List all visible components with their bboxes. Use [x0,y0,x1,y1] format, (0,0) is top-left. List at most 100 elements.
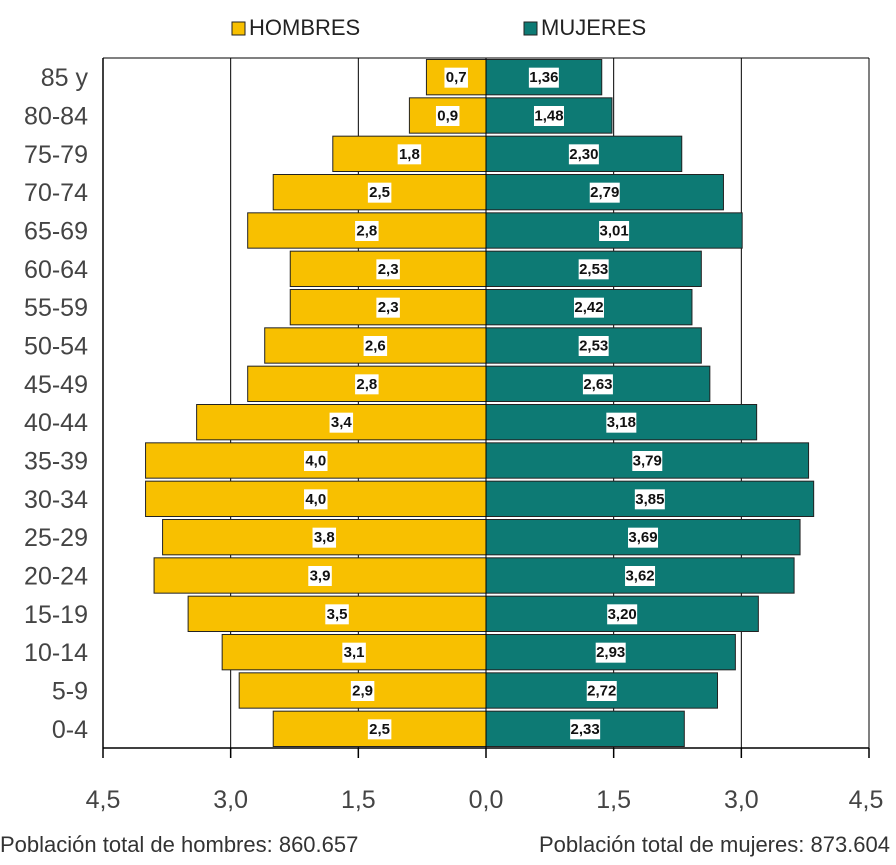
data-label-bg [355,221,379,241]
data-label-mujeres: 2,72 [587,683,616,700]
data-label-mujeres: 3,62 [625,568,654,585]
male-total-footnote: Población total de hombres: 860.657 [0,832,359,857]
data-label-mujeres: 1,48 [534,108,563,125]
category-labels: 85 y 80-84 75-79 70-74 65-69 60-64 55-59 50-54 4… [24,64,88,744]
category-label: 70-74 [24,179,88,207]
data-label-bg [367,182,392,203]
category-label: 25-29 [24,524,88,552]
data-label-mujeres: 2,30 [569,146,598,163]
data-label-bg [308,566,332,586]
data-label-bg [342,642,366,663]
data-label-mujeres: 3,18 [607,414,636,431]
data-label-mujeres: 3,01 [599,223,628,240]
data-label-bg [582,374,613,395]
category-label: 65-69 [24,218,88,246]
data-label-bg [607,604,638,625]
category-label: 0-4 [52,716,88,744]
data-label-bg [586,681,617,701]
category-label: 60-64 [24,256,88,284]
data-label-bg [435,106,460,126]
category-label: 40-44 [24,409,88,437]
data-label-mujeres: 2,53 [579,338,608,355]
data-label-hombres: 0,9 [437,108,458,125]
data-label-hombres: 3,8 [314,529,335,546]
data-label-bg [397,144,422,165]
data-label-mujeres: 2,79 [590,184,619,201]
data-label-mujeres: 3,79 [633,453,662,470]
category-label: 80-84 [24,103,88,131]
data-label-hombres: 2,8 [356,376,377,393]
bars: 0,7 0,9 1,8 2,5 2,8 2,3 2,3 2,6 2,8 3,4 4,0 4,0 3,8 3… [145,59,815,748]
legend-swatch-hombres [231,21,246,36]
data-label-bg [568,144,599,165]
data-label-bg [599,221,630,241]
data-label-bg [304,489,328,510]
category-label: 15-19 [24,601,88,629]
data-label-hombres: 2,5 [369,721,390,738]
data-label-bg [528,67,559,88]
data-label-bg [444,67,468,88]
data-label-bg [578,259,609,280]
data-label-bg [625,566,656,586]
data-label-bg [570,719,601,740]
category-label: 45-49 [24,371,88,399]
data-label-bg [329,412,354,433]
x-tick-label: 3,0 [213,786,248,814]
data-label-bg [595,642,626,663]
data-label-hombres: 4,0 [305,491,326,508]
data-label-bg [573,297,604,318]
data-label-hombres: 3,1 [344,644,365,661]
axes [102,57,870,758]
x-tick-label: 0,0 [469,786,504,814]
data-label-bg [589,182,620,203]
data-label-hombres: 2,5 [369,184,390,201]
bar-mujeres-50-54 [485,327,702,364]
data-label-bg [634,489,665,510]
legend-label-mujeres: MUJERES [541,15,646,40]
gridlines [230,58,742,748]
data-label-mujeres: 1,36 [529,69,558,86]
data-label-mujeres: 2,33 [571,721,600,738]
category-label: 30-34 [24,486,88,514]
data-label-hombres: 0,7 [446,69,467,86]
category-label: 10-14 [24,639,88,667]
data-label-bg [367,719,392,740]
x-tick-label: 1,5 [596,786,631,814]
data-label-hombres: 2,6 [365,338,386,355]
data-label-mujeres: 2,42 [574,299,603,316]
category-label: 75-79 [24,141,88,169]
data-label-bg [312,527,337,548]
data-label-hombres: 2,3 [378,299,399,316]
data-label-hombres: 3,9 [310,568,331,585]
data-label-bg [578,336,609,356]
data-label-hombres: 3,5 [327,606,348,623]
female-total-footnote: Población total de mujeres: 873.604 [538,832,890,857]
data-label-mujeres: 2,93 [596,644,625,661]
data-label-bg [304,451,328,471]
data-label-mujeres: 3,69 [628,529,657,546]
data-label-bg [376,259,400,280]
data-label-hombres: 2,9 [352,683,373,700]
data-label-bg [533,106,564,126]
data-label-hombres: 2,8 [356,223,377,240]
category-label: 35-39 [24,448,88,476]
data-label-mujeres: 3,85 [635,491,664,508]
data-label-hombres: 1,8 [399,146,420,163]
category-label: 20-24 [24,563,88,591]
data-label-bg [376,297,400,318]
legend: HOMBRES MUJERES [231,15,646,40]
data-label-bg [628,527,659,548]
x-tick-label: 1,5 [341,786,376,814]
data-label-bg [606,412,637,433]
category-label: 50-54 [24,333,88,361]
data-label-mujeres: 2,63 [583,376,612,393]
category-label: 5-9 [52,678,88,706]
x-tick-label: 4,5 [86,786,121,814]
data-label-mujeres: 3,20 [608,606,637,623]
x-tick-label: 4,5 [849,786,884,814]
legend-label-hombres: HOMBRES [249,15,360,40]
data-label-bg [355,374,379,395]
data-label-bg [363,336,388,356]
data-label-bg [325,604,349,625]
